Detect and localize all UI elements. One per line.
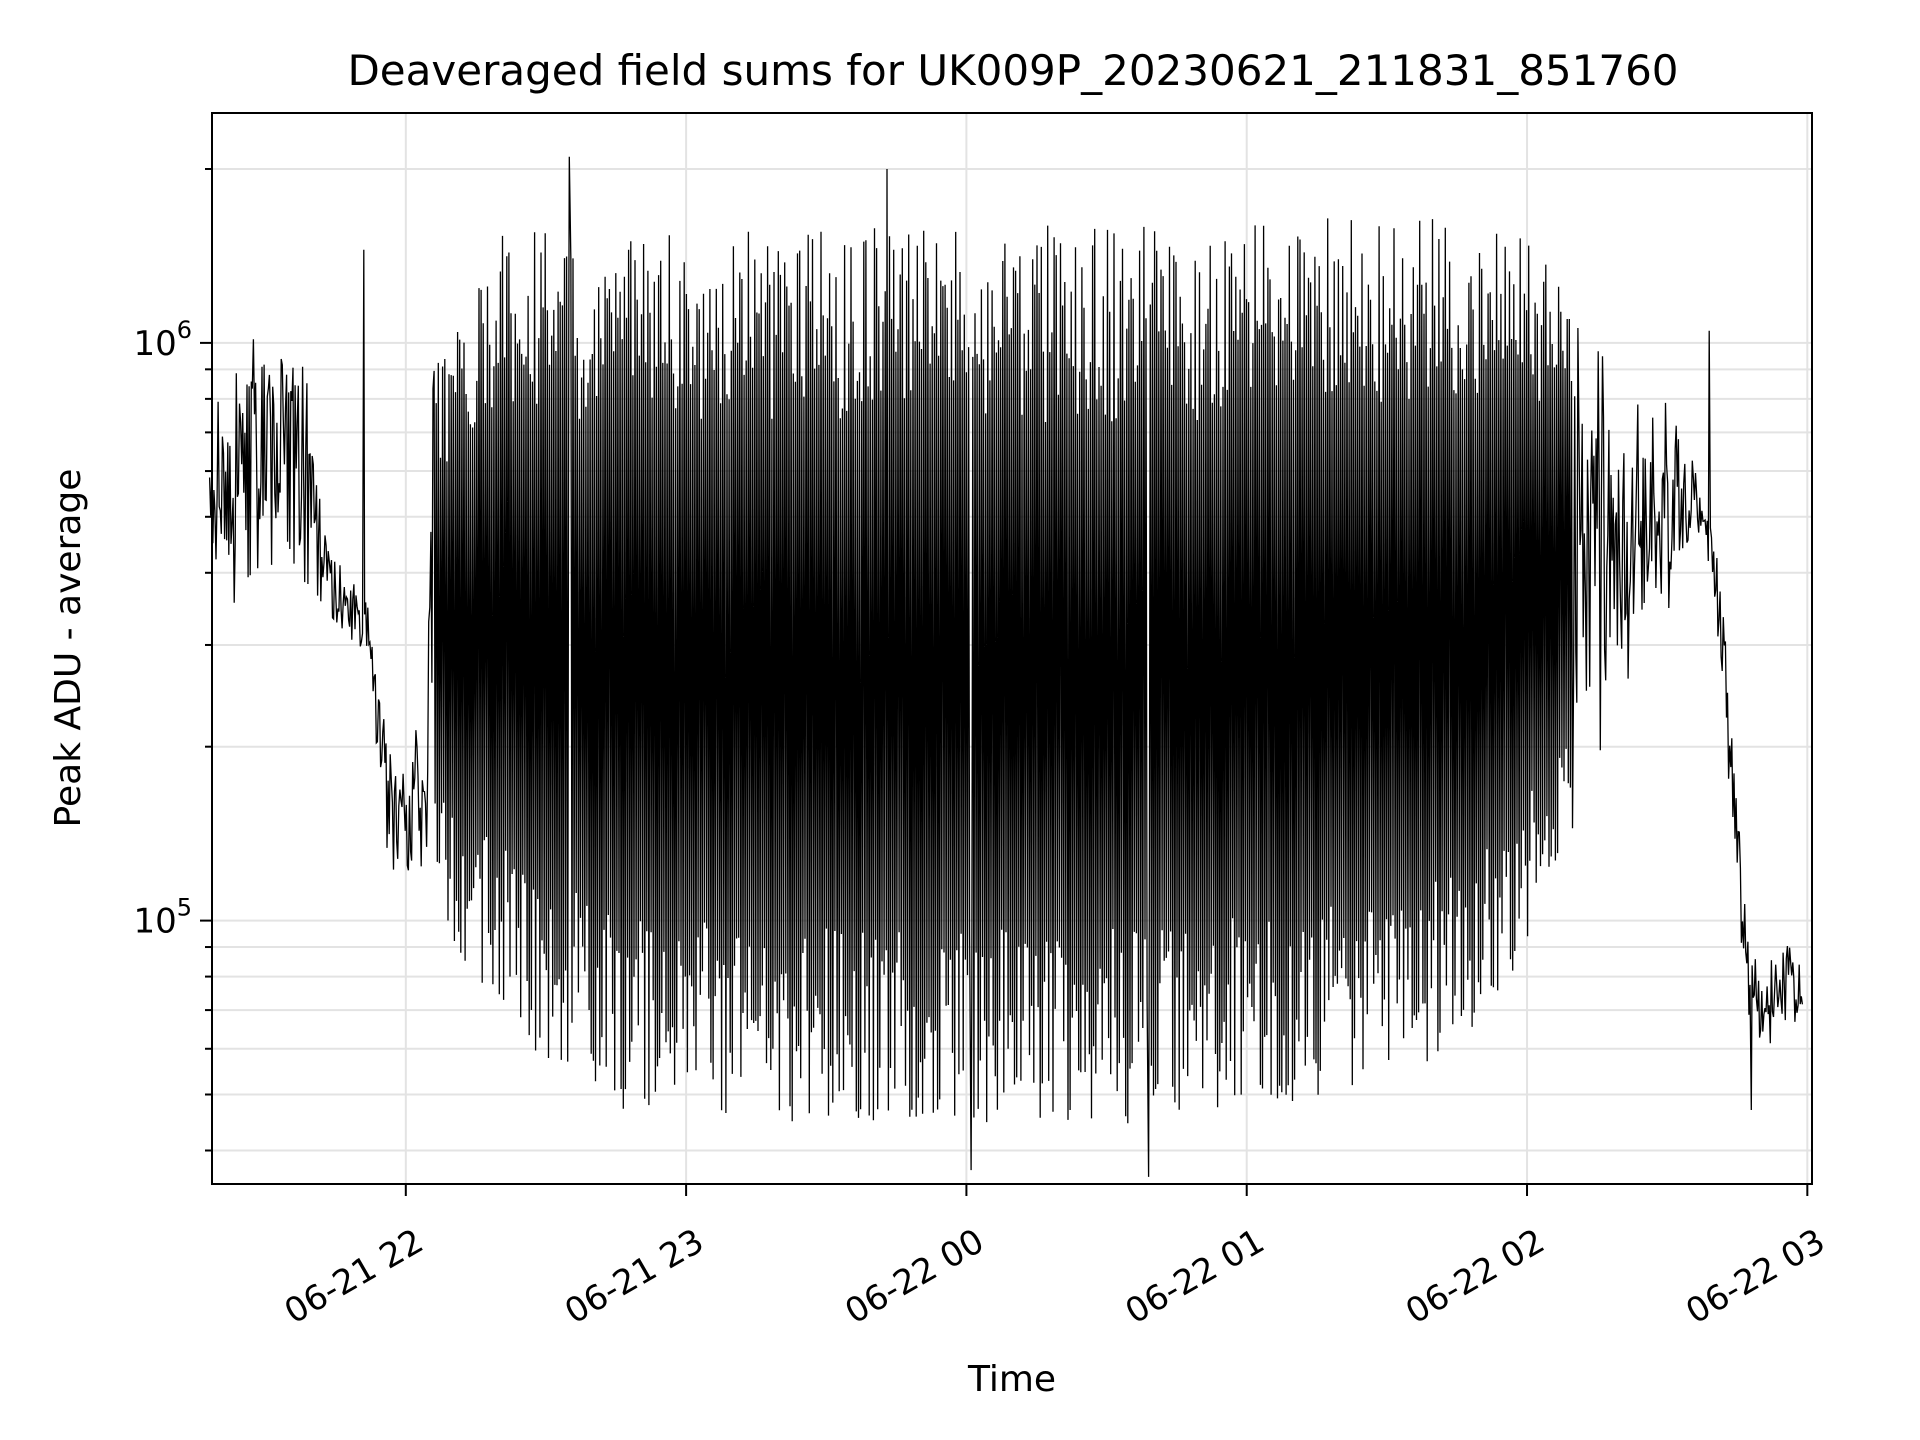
plot-area-frame	[211, 112, 1813, 1185]
y-tick-exponent: 5	[177, 894, 192, 922]
y-tick-exponent: 6	[177, 316, 192, 344]
y-axis-label: Peak ADU - average	[48, 469, 89, 828]
chart-title: Deaveraged field sums for UK009P_2023062…	[347, 46, 1678, 95]
x-axis-label: Time	[967, 1359, 1056, 1400]
data-series-line	[208, 156, 1804, 1177]
data-line	[208, 156, 1804, 1177]
